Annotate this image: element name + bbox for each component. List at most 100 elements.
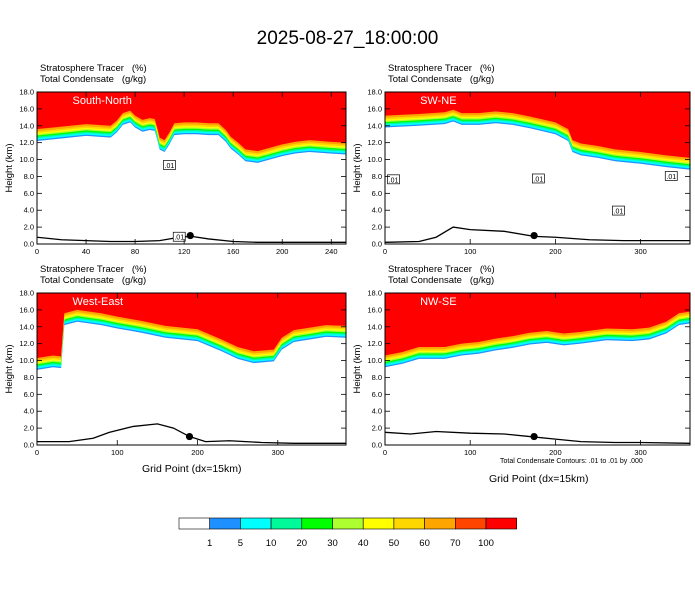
cross-section-charts: .01 .01 South-North 0.0 2.0 4.0 6.0 8.0 10.0 12.0… <box>4 88 691 457</box>
contour-label: .01 <box>165 163 175 170</box>
panel-label: South-North <box>73 95 132 107</box>
location-marker <box>530 231 538 240</box>
chart-panel: NW-SE 0.0 2.0 4.0 6.0 8.0 10.0 12.0 14.0 16.0 18.0… <box>352 289 691 457</box>
header-tracer-unit: (%) <box>479 63 495 74</box>
contour-label-box <box>387 174 400 185</box>
contour-label-box <box>532 173 545 184</box>
x-tick-label: 0 <box>35 247 39 256</box>
terrain-line <box>385 226 690 243</box>
x-tick-label: 160 <box>227 247 240 256</box>
x-tick-label: 0 <box>383 448 387 457</box>
header-condensate-label: Total Condensate <box>40 74 114 85</box>
y-tick-label: 6.0 <box>372 189 382 198</box>
chart-panel: .01 .01 .01 .01 SW-NE 0.0 2.0 4.0 6.0 8.0 10.0 12.0… <box>352 88 691 256</box>
x-tick-label: 200 <box>276 247 289 256</box>
legend-label: 50 <box>389 538 400 549</box>
y-tick-label: 12.0 <box>19 339 34 348</box>
y-tick-label: 10.0 <box>367 356 382 365</box>
plot-frame <box>36 91 347 245</box>
y-tick-label: 6.0 <box>372 390 382 399</box>
contour-label-box <box>172 231 186 242</box>
header-tracer-unit: (%) <box>479 264 495 275</box>
header-tracer-label: Stratosphere Tracer <box>388 63 472 74</box>
legend-label: 10 <box>266 538 277 549</box>
stratosphere-region <box>37 92 346 152</box>
plot-frame <box>36 292 347 446</box>
y-tick-label: 2.0 <box>372 223 382 232</box>
legend-swatch <box>424 517 456 530</box>
stratosphere-region <box>385 92 690 158</box>
terrain-line <box>37 423 346 444</box>
y-tick-label: 0.0 <box>24 441 34 450</box>
x-tick-label: 300 <box>272 448 285 457</box>
y-tick-label: 18.0 <box>19 88 34 97</box>
header-tracer-unit: (%) <box>131 264 147 275</box>
legend-label: 30 <box>327 538 338 549</box>
legend-label: 40 <box>358 538 369 549</box>
y-axis-label: Height (km) <box>4 344 15 393</box>
x-tick-label: 200 <box>549 247 562 256</box>
y-tick-label: 16.0 <box>367 305 382 314</box>
panel-header: Stratosphere Tracer (%) Total Condensate… <box>388 63 495 85</box>
legend-swatch <box>209 517 241 530</box>
y-tick-label: 4.0 <box>372 407 382 416</box>
legend-label: 5 <box>238 538 243 549</box>
y-tick-label: 6.0 <box>24 390 34 399</box>
legend-label: 20 <box>297 538 308 549</box>
y-tick-label: 10.0 <box>19 356 34 365</box>
legend-swatch <box>270 517 303 530</box>
x-axis-label: Grid Point (dx=15km) <box>142 463 242 475</box>
y-tick-label: 4.0 <box>24 407 34 416</box>
panel-header: Stratosphere Tracer (%) Total Condensate… <box>40 264 147 286</box>
y-tick-label: 16.0 <box>19 104 34 113</box>
stratosphere-region <box>385 293 690 356</box>
header-tracer-unit: (%) <box>131 63 147 74</box>
legend-swatch <box>240 517 272 530</box>
x-tick-label: 120 <box>178 247 191 256</box>
legend-swatch <box>393 517 425 530</box>
chart-panel: .01 .01 South-North 0.0 2.0 4.0 6.0 8.0 10.0 12.0… <box>4 88 347 256</box>
x-tick-label: 200 <box>549 448 562 457</box>
figure-title: 2025-08-27_18:00:00 <box>256 28 439 49</box>
legend-label: 100 <box>478 538 494 549</box>
header-condensate-label: Total Condensate <box>40 275 114 286</box>
contour-footnote: Total Condensate Contours: .01 to .01 by… <box>500 458 643 465</box>
x-tick-label: 240 <box>325 247 338 256</box>
header-tracer-label: Stratosphere Tracer <box>40 264 124 275</box>
x-tick-label: 40 <box>82 247 90 256</box>
legend-label: 70 <box>450 538 461 549</box>
header-condensate-unit: (g/kg) <box>121 74 147 85</box>
y-tick-label: 14.0 <box>19 121 34 130</box>
panel-header: Stratosphere Tracer (%) Total Condensate… <box>388 264 495 286</box>
location-marker <box>186 231 194 240</box>
y-tick-label: 18.0 <box>367 88 382 97</box>
header-condensate-label: Total Condensate <box>388 275 462 286</box>
x-tick-label: 200 <box>191 448 204 457</box>
x-tick-label: 100 <box>464 247 477 256</box>
y-tick-label: 16.0 <box>19 305 34 314</box>
panel-header: Stratosphere Tracer (%) Total Condensate… <box>40 63 147 85</box>
y-tick-label: 2.0 <box>24 223 34 232</box>
y-tick-label: 8.0 <box>372 373 382 382</box>
header-condensate-unit: (g/kg) <box>469 275 495 286</box>
y-tick-label: 2.0 <box>24 424 34 433</box>
chart-panel: West-East 0.0 2.0 4.0 6.0 8.0 10.0 12.0 14.0 16.0… <box>4 289 347 457</box>
plot-frame <box>384 91 691 245</box>
contour-label-box <box>163 160 176 170</box>
x-tick-label: 0 <box>35 448 39 457</box>
y-tick-label: 10.0 <box>367 155 382 164</box>
legend-label: 60 <box>419 538 430 549</box>
y-tick-label: 0.0 <box>372 441 382 450</box>
header-condensate-label: Total Condensate <box>388 74 462 85</box>
x-tick-label: 300 <box>634 448 647 457</box>
y-tick-label: 14.0 <box>367 121 382 130</box>
y-tick-label: 18.0 <box>367 289 382 298</box>
x-tick-label: 100 <box>111 448 124 457</box>
y-axis-label: Height (km) <box>352 344 363 393</box>
color-legend: 1 5 10 20 30 40 50 60 70 100 <box>178 517 518 549</box>
y-tick-label: 12.0 <box>367 339 382 348</box>
legend-swatch <box>301 517 333 530</box>
x-tick-label: 0 <box>383 247 387 256</box>
y-tick-label: 4.0 <box>24 206 34 215</box>
y-tick-label: 0.0 <box>24 240 34 249</box>
